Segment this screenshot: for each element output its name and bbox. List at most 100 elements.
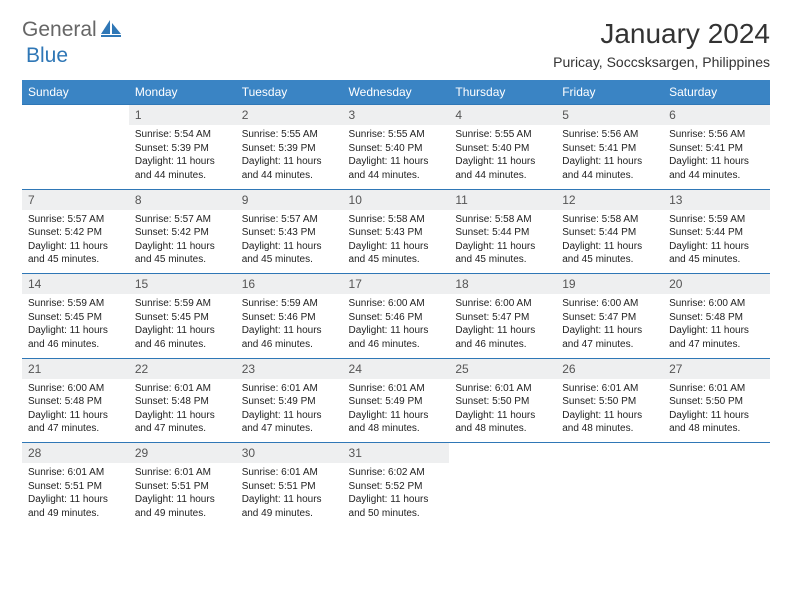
daylight-text: Daylight: 11 hours and 45 minutes. xyxy=(349,240,444,267)
daylight-text: Daylight: 11 hours and 44 minutes. xyxy=(669,155,764,182)
daylight-text: Daylight: 11 hours and 47 minutes. xyxy=(669,324,764,351)
day-content-cell: Sunrise: 6:00 AMSunset: 5:47 PMDaylight:… xyxy=(556,294,663,358)
logo-text-blue: Blue xyxy=(26,44,68,67)
day-content-row: Sunrise: 6:01 AMSunset: 5:51 PMDaylight:… xyxy=(22,463,770,527)
day-number-row: 21222324252627 xyxy=(22,358,770,379)
day-content-cell: Sunrise: 6:00 AMSunset: 5:46 PMDaylight:… xyxy=(343,294,450,358)
sunrise-text: Sunrise: 5:59 AM xyxy=(135,297,230,311)
day-content-cell xyxy=(449,463,556,527)
daylight-text: Daylight: 11 hours and 44 minutes. xyxy=(562,155,657,182)
sunset-text: Sunset: 5:49 PM xyxy=(242,395,337,409)
day-number-cell xyxy=(556,443,663,464)
sunrise-text: Sunrise: 6:01 AM xyxy=(28,466,123,480)
day-content-cell: Sunrise: 6:02 AMSunset: 5:52 PMDaylight:… xyxy=(343,463,450,527)
day-content-cell: Sunrise: 6:01 AMSunset: 5:50 PMDaylight:… xyxy=(556,379,663,443)
sunrise-text: Sunrise: 5:58 AM xyxy=(455,213,550,227)
page-subtitle: Puricay, Soccsksargen, Philippines xyxy=(553,54,770,70)
sunrise-text: Sunrise: 5:54 AM xyxy=(135,128,230,142)
sunrise-text: Sunrise: 6:01 AM xyxy=(242,466,337,480)
daylight-text: Daylight: 11 hours and 48 minutes. xyxy=(669,409,764,436)
daylight-text: Daylight: 11 hours and 45 minutes. xyxy=(135,240,230,267)
sunrise-text: Sunrise: 6:01 AM xyxy=(562,382,657,396)
day-number-cell: 5 xyxy=(556,105,663,126)
sunrise-text: Sunrise: 6:02 AM xyxy=(349,466,444,480)
day-number-cell: 11 xyxy=(449,189,556,210)
sunrise-text: Sunrise: 5:59 AM xyxy=(242,297,337,311)
sunset-text: Sunset: 5:48 PM xyxy=(28,395,123,409)
sunrise-text: Sunrise: 6:00 AM xyxy=(349,297,444,311)
sunrise-text: Sunrise: 6:00 AM xyxy=(455,297,550,311)
daylight-text: Daylight: 11 hours and 46 minutes. xyxy=(455,324,550,351)
sunrise-text: Sunrise: 5:55 AM xyxy=(455,128,550,142)
daylight-text: Daylight: 11 hours and 49 minutes. xyxy=(28,493,123,520)
day-number-cell: 31 xyxy=(343,443,450,464)
daylight-text: Daylight: 11 hours and 44 minutes. xyxy=(242,155,337,182)
sunset-text: Sunset: 5:50 PM xyxy=(455,395,550,409)
weekday-header: Thursday xyxy=(449,80,556,105)
sunset-text: Sunset: 5:51 PM xyxy=(242,480,337,494)
sunset-text: Sunset: 5:40 PM xyxy=(349,142,444,156)
sunrise-text: Sunrise: 6:01 AM xyxy=(669,382,764,396)
day-content-cell: Sunrise: 6:00 AMSunset: 5:48 PMDaylight:… xyxy=(663,294,770,358)
daylight-text: Daylight: 11 hours and 44 minutes. xyxy=(135,155,230,182)
daylight-text: Daylight: 11 hours and 48 minutes. xyxy=(455,409,550,436)
day-number-cell: 16 xyxy=(236,274,343,295)
title-block: January 2024 Puricay, Soccsksargen, Phil… xyxy=(553,18,770,70)
day-content-row: Sunrise: 6:00 AMSunset: 5:48 PM Daylight:… xyxy=(22,379,770,443)
day-content-row: Sunrise: 5:57 AMSunset: 5:42 PMDaylight:… xyxy=(22,210,770,274)
sunrise-text: Sunrise: 5:56 AM xyxy=(562,128,657,142)
day-content-cell: Sunrise: 6:01 AMSunset: 5:49 PMDaylight:… xyxy=(343,379,450,443)
calendar-body: 123456Sunrise: 5:54 AMSunset: 5:39 PMDay… xyxy=(22,105,770,528)
weekday-header: Tuesday xyxy=(236,80,343,105)
logo-text-general: General xyxy=(22,18,97,42)
daylight-text: Daylight: 11 hours and 48 minutes. xyxy=(349,409,444,436)
sunset-text: Sunset: 5:41 PM xyxy=(562,142,657,156)
sunrise-text: Sunrise: 6:00 AM xyxy=(669,297,764,311)
day-content-cell: Sunrise: 5:55 AMSunset: 5:40 PMDaylight:… xyxy=(343,125,450,189)
sunset-text: Sunset: 5:49 PM xyxy=(349,395,444,409)
day-number-cell: 1 xyxy=(129,105,236,126)
page-title: January 2024 xyxy=(553,18,770,50)
day-content-cell xyxy=(663,463,770,527)
calendar-page: General January 2024 Puricay, Soccsksarg… xyxy=(0,0,792,537)
sunset-text: Sunset: 5:51 PM xyxy=(135,480,230,494)
day-content-cell xyxy=(22,125,129,189)
sunrise-text: Sunrise: 5:59 AM xyxy=(28,297,123,311)
day-number-cell: 13 xyxy=(663,189,770,210)
day-number-cell: 21 xyxy=(22,358,129,379)
day-number-cell: 3 xyxy=(343,105,450,126)
daylight-text: Daylight: 11 hours and 46 minutes. xyxy=(349,324,444,351)
logo: General xyxy=(22,18,127,42)
day-number-cell: 9 xyxy=(236,189,343,210)
sunset-text: Sunset: 5:45 PM xyxy=(135,311,230,325)
day-number-cell xyxy=(663,443,770,464)
day-number-cell: 17 xyxy=(343,274,450,295)
sunrise-text: Sunrise: 5:55 AM xyxy=(349,128,444,142)
sunset-text: Sunset: 5:42 PM xyxy=(28,226,123,240)
daylight-text: Daylight: 11 hours and 44 minutes. xyxy=(455,155,550,182)
day-content-cell: Sunrise: 6:01 AMSunset: 5:51 PMDaylight:… xyxy=(22,463,129,527)
sunrise-text: Sunrise: 6:00 AM xyxy=(28,382,123,396)
day-content-row: Sunrise: 5:54 AMSunset: 5:39 PMDaylight:… xyxy=(22,125,770,189)
day-number-row: 78910111213 xyxy=(22,189,770,210)
calendar-table: Sunday Monday Tuesday Wednesday Thursday… xyxy=(22,80,770,527)
day-content-cell: Sunrise: 5:58 AMSunset: 5:44 PMDaylight:… xyxy=(449,210,556,274)
day-content-row: Sunrise: 5:59 AMSunset: 5:45 PMDaylight:… xyxy=(22,294,770,358)
weekday-header: Wednesday xyxy=(343,80,450,105)
day-content-cell: Sunrise: 5:54 AMSunset: 5:39 PMDaylight:… xyxy=(129,125,236,189)
day-number-cell: 29 xyxy=(129,443,236,464)
day-number-cell: 7 xyxy=(22,189,129,210)
daylight-text: Daylight: 11 hours and 46 minutes. xyxy=(28,324,123,351)
daylight-text: Daylight: 11 hours and 45 minutes. xyxy=(455,240,550,267)
day-content-cell: Sunrise: 6:01 AMSunset: 5:51 PMDaylight:… xyxy=(236,463,343,527)
day-content-cell: Sunrise: 5:57 AMSunset: 5:43 PMDaylight:… xyxy=(236,210,343,274)
day-number-cell: 8 xyxy=(129,189,236,210)
sunset-text: Sunset: 5:39 PM xyxy=(242,142,337,156)
day-content-cell: Sunrise: 5:59 AMSunset: 5:45 PMDaylight:… xyxy=(129,294,236,358)
day-content-cell: Sunrise: 5:59 AMSunset: 5:44 PMDaylight:… xyxy=(663,210,770,274)
day-content-cell: Sunrise: 6:00 AMSunset: 5:48 PMDaylight:… xyxy=(22,379,129,443)
day-number-cell: 15 xyxy=(129,274,236,295)
day-content-cell: Sunrise: 6:01 AMSunset: 5:49 PMDaylight:… xyxy=(236,379,343,443)
daylight-text: Daylight: 11 hours and 47 minutes. xyxy=(562,324,657,351)
day-number-cell: 28 xyxy=(22,443,129,464)
